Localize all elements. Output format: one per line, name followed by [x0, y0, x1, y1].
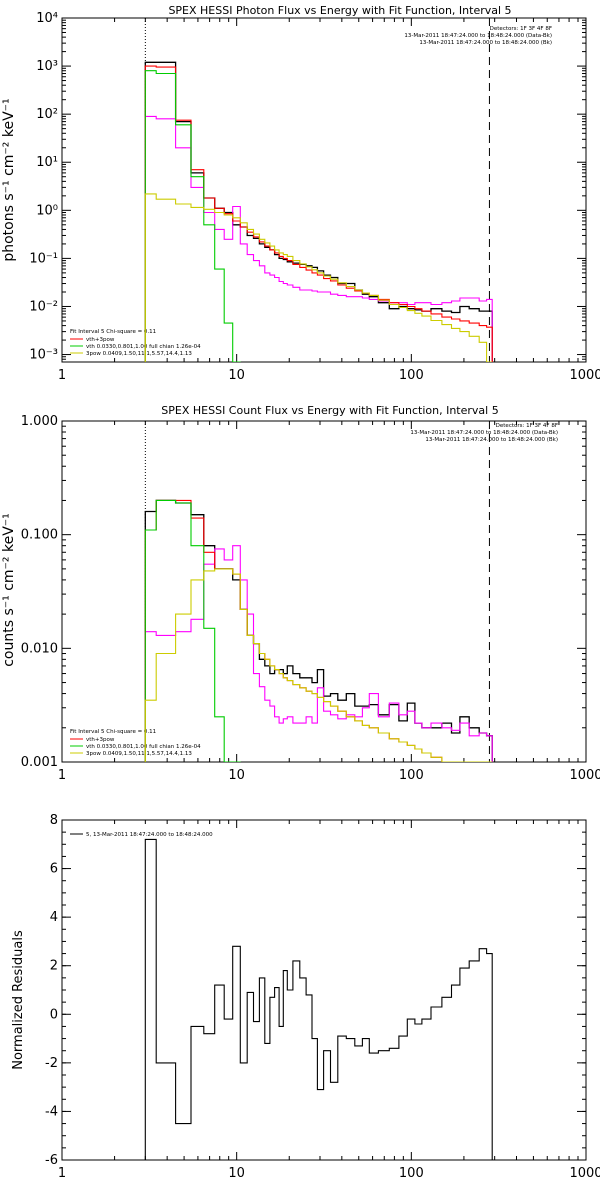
y-tick-label: 2	[50, 959, 58, 974]
legend-text: vth+3pow	[86, 737, 115, 743]
y-tick-label: 10⁻¹	[29, 251, 58, 266]
y-tick-label: 10⁻³	[29, 348, 58, 363]
header-line: 13-Mar-2011 18:47:24.000 to 18:48:24.000…	[404, 33, 552, 39]
x-tick-label: 1	[58, 1166, 66, 1181]
y-tick-label: 0.100	[21, 528, 58, 543]
legend-text: 5, 13-Mar-2011 18:47:24.000 to 18:48:24.…	[86, 832, 213, 838]
y-tick-label: 0.001	[21, 755, 58, 770]
legend-text: Fit Interval 5 Chi-square = 0.11	[70, 329, 156, 335]
plot-frame	[61, 420, 587, 763]
x-tick-label: 100	[399, 368, 424, 383]
x-tick-label: 1000	[569, 1166, 600, 1181]
series-5-13-mar-2011-18-47-24-000-to-18-48-24-000	[144, 838, 493, 1160]
y-tick-label: 10³	[36, 59, 58, 74]
y-tick-label: 1.000	[21, 414, 58, 429]
header-line: Detectors: 1F 3F 4F 8F	[490, 26, 552, 32]
y-tick-label: 0	[50, 1007, 58, 1022]
x-tick-label: 1000	[569, 368, 600, 383]
plot-area	[144, 61, 493, 362]
y-tick-label: 10⁰	[36, 203, 58, 218]
legend-text: 3pow 0.0409,1.50,11.1,5.57,14.4,1.13	[86, 351, 192, 357]
count-flux-panel: SPEX HESSI Count Flux vs Energy with Fit…	[1, 404, 600, 783]
series-data-bk	[144, 61, 493, 362]
x-tick-label: 100	[399, 768, 424, 783]
y-tick-label: 6	[50, 862, 58, 877]
series-3pow	[144, 568, 493, 762]
y-axis-label: photons s⁻¹ cm⁻² keV⁻¹	[1, 98, 17, 261]
y-tick-label: 10⁴	[36, 11, 58, 26]
plot-frame	[61, 819, 587, 1161]
x-tick-label: 1000	[569, 768, 600, 783]
y-tick-label: -2	[45, 1056, 58, 1071]
photon-flux-panel: SPEX HESSI Photon Flux vs Energy with Fi…	[1, 4, 600, 383]
legend-text: vth 0.0330,0.801,1.00 full chian 1.26e-0…	[86, 744, 201, 750]
series-vth	[144, 70, 241, 362]
header-line: 13-Mar-2011 18:47:24.000 to 18:48:24.000…	[419, 40, 552, 46]
plot-area	[144, 838, 493, 1160]
x-tick-label: 100	[399, 1166, 424, 1181]
header-line: 13-Mar-2011 18:47:24.000 to 18:48:24.000…	[425, 437, 558, 443]
legend-text: vth+3pow	[86, 337, 115, 343]
header-line: Detectors: 1F 3F 4F 8F	[496, 423, 558, 429]
y-axis-label: Normalized Residuals	[11, 930, 26, 1070]
y-tick-label: 10¹	[36, 155, 58, 170]
series-3pow	[144, 193, 493, 362]
legend-text: 3pow 0.0409,1.50,11.1,5.57,14.4,1.13	[86, 751, 192, 757]
x-tick-label: 10	[228, 1166, 245, 1181]
header-line: 13-Mar-2011 18:47:24.000 to 18:48:24.000…	[410, 430, 558, 436]
series-bk	[144, 545, 493, 762]
y-tick-label: 4	[50, 910, 58, 925]
panel-title: SPEX HESSI Count Flux vs Energy with Fit…	[161, 404, 498, 417]
y-tick-label: -6	[45, 1153, 58, 1168]
y-axis-label: counts s⁻¹ cm⁻² keV⁻¹	[1, 513, 17, 667]
y-tick-label: 10⁻²	[29, 299, 58, 314]
y-tick-label: 10²	[36, 107, 58, 122]
plot-area	[144, 499, 493, 762]
series-bk	[144, 115, 493, 362]
residuals-panel: Normalized Residuals 5, 13-Mar-2011 18:4…	[11, 813, 600, 1181]
series-data-bk	[144, 499, 493, 762]
plot-frame	[61, 17, 587, 363]
y-tick-label: 0.010	[21, 641, 58, 656]
x-tick-label: 10	[228, 768, 245, 783]
panel-title: SPEX HESSI Photon Flux vs Energy with Fi…	[168, 4, 511, 17]
x-tick-label: 1	[58, 768, 66, 783]
y-tick-label: -4	[45, 1104, 58, 1119]
x-tick-label: 1	[58, 368, 66, 383]
series-vth	[144, 499, 241, 762]
y-tick-label: 8	[50, 813, 58, 828]
series-vth-3pow	[144, 65, 493, 362]
legend-text: vth 0.0330,0.801,1.00 full chian 1.26e-0…	[86, 344, 201, 350]
legend-text: Fit Interval 5 Chi-square = 0.11	[70, 729, 156, 735]
x-tick-label: 10	[228, 368, 245, 383]
